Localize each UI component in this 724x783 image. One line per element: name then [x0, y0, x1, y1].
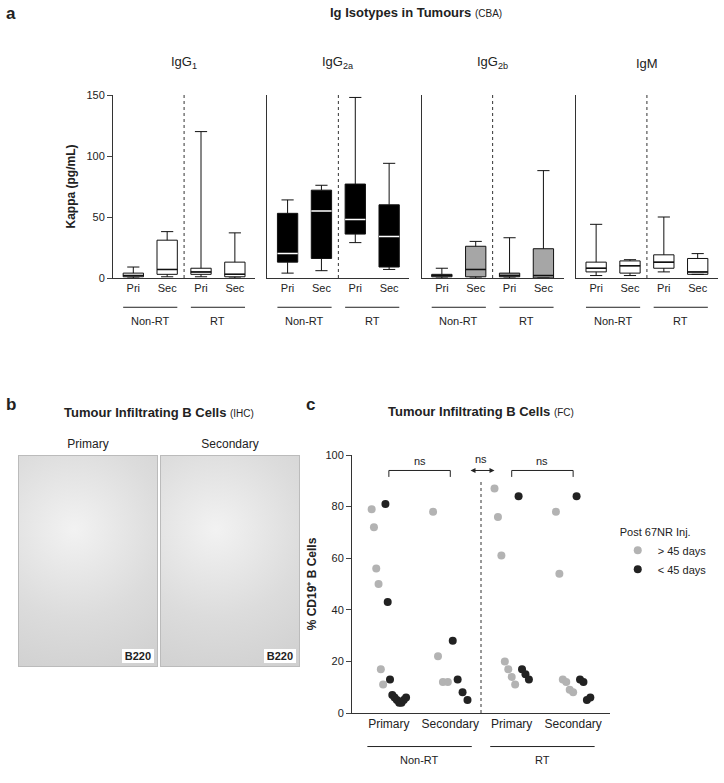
svg-text:Sec: Sec	[466, 282, 485, 294]
svg-text:ns: ns	[536, 455, 548, 467]
svg-text:Sec: Sec	[380, 282, 399, 294]
svg-text:Pri: Pri	[657, 282, 670, 294]
svg-text:Sec: Sec	[534, 282, 553, 294]
svg-text:RT: RT	[535, 754, 550, 766]
svg-text:40: 40	[332, 604, 344, 616]
html-text:Secondary: Secondary	[201, 437, 259, 451]
svg-text:Secondary: Secondary	[422, 717, 479, 731]
html-text:b: b	[6, 395, 17, 414]
svg-text:< 45 days: < 45 days	[658, 564, 707, 576]
svg-text:Non-RT: Non-RT	[439, 315, 478, 327]
svg-text:Kappa (pg/mL): Kappa (pg/mL)	[64, 145, 78, 229]
svg-text:> 45 days: > 45 days	[658, 545, 707, 557]
svg-text:Secondary: Secondary	[544, 717, 601, 731]
svg-text:RT: RT	[673, 315, 688, 327]
svg-text:Sec: Sec	[688, 282, 707, 294]
svg-text:60: 60	[332, 552, 344, 564]
svg-text:50: 50	[93, 211, 105, 223]
html-text:c: c	[306, 395, 316, 414]
html-text:Primary: Primary	[67, 437, 109, 451]
svg-text:Non-RT: Non-RT	[285, 315, 324, 327]
svg-text:ns: ns	[414, 455, 426, 467]
svg-text:Pri: Pri	[435, 282, 448, 294]
svg-text:RT: RT	[519, 315, 534, 327]
svg-text:IgG​2b​: IgG​2b​	[477, 54, 508, 71]
svg-text:Pri: Pri	[349, 282, 362, 294]
svg-text:Pri: Pri	[281, 282, 294, 294]
svg-text:RT: RT	[210, 315, 225, 327]
svg-text:100: 100	[325, 449, 343, 461]
svg-text:IgG​2a​: IgG​2a​	[322, 54, 354, 71]
svg-text:80: 80	[332, 500, 344, 512]
html-text:B220: B220	[124, 650, 151, 662]
svg-text:Pri: Pri	[503, 282, 516, 294]
html-text:B220: B220	[266, 650, 293, 662]
svg-text:Primary: Primary	[368, 717, 409, 731]
svg-text:RT: RT	[365, 315, 380, 327]
svg-text:Post 67NR Inj.: Post 67NR Inj.	[620, 526, 691, 538]
svg-text:Tumour Infiltrating B Cells (F: Tumour Infiltrating B Cells (FC)	[388, 404, 574, 419]
svg-text:Primary: Primary	[491, 717, 532, 731]
svg-text:Pri: Pri	[127, 282, 140, 294]
svg-text:0: 0	[338, 707, 344, 719]
svg-text:ns: ns	[475, 453, 487, 465]
svg-text:Sec: Sec	[158, 282, 177, 294]
svg-text:100: 100	[86, 150, 104, 162]
svg-text:Sec: Sec	[225, 282, 244, 294]
html-text:Tumour Infiltrating B Cells (I: Tumour Infiltrating B Cells (IHC)	[64, 405, 254, 420]
svg-text:Non-RT: Non-RT	[400, 754, 439, 766]
svg-text:Pri: Pri	[194, 282, 207, 294]
svg-text:IgG​1​: IgG​1​	[171, 54, 197, 71]
svg-text:Sec: Sec	[312, 282, 331, 294]
svg-text:IgM: IgM	[636, 56, 658, 71]
svg-text:Sec: Sec	[621, 282, 640, 294]
svg-text:Pri: Pri	[589, 282, 602, 294]
svg-text:20: 20	[332, 655, 344, 667]
svg-text:% CD19⁺ B Cells: % CD19⁺ B Cells	[305, 537, 319, 630]
svg-text:Non-RT: Non-RT	[594, 315, 633, 327]
html-text:a: a	[6, 4, 16, 23]
svg-text:150: 150	[86, 89, 104, 101]
svg-text:0: 0	[99, 272, 105, 284]
svg-text:Ig Isotypes in Tumours (CBA): Ig Isotypes in Tumours (CBA)	[330, 5, 502, 20]
svg-text:Non-RT: Non-RT	[131, 315, 170, 327]
